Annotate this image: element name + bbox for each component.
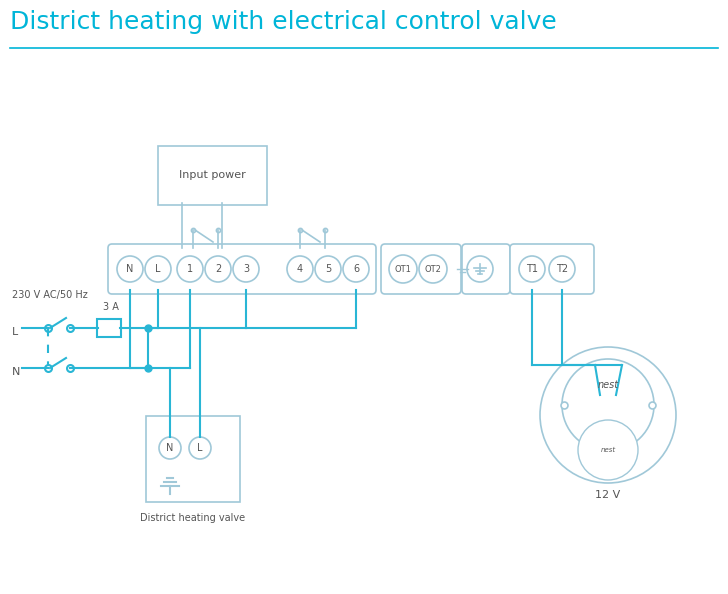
FancyBboxPatch shape bbox=[510, 244, 594, 294]
Text: nest: nest bbox=[598, 380, 619, 390]
Text: 12 V: 12 V bbox=[596, 490, 621, 500]
FancyBboxPatch shape bbox=[462, 244, 510, 294]
Text: L: L bbox=[197, 443, 203, 453]
Text: OT1: OT1 bbox=[395, 264, 411, 273]
Text: 6: 6 bbox=[353, 264, 359, 274]
Circle shape bbox=[315, 256, 341, 282]
Text: OT2: OT2 bbox=[424, 264, 441, 273]
Text: 1: 1 bbox=[187, 264, 193, 274]
Circle shape bbox=[189, 437, 211, 459]
Text: N: N bbox=[12, 367, 20, 377]
Text: District heating valve: District heating valve bbox=[141, 513, 245, 523]
Text: 2: 2 bbox=[215, 264, 221, 274]
Circle shape bbox=[287, 256, 313, 282]
Circle shape bbox=[145, 256, 171, 282]
Text: 5: 5 bbox=[325, 264, 331, 274]
Text: District heating with electrical control valve: District heating with electrical control… bbox=[10, 10, 557, 34]
Text: 230 V AC/50 Hz: 230 V AC/50 Hz bbox=[12, 290, 88, 300]
Text: 3: 3 bbox=[243, 264, 249, 274]
FancyBboxPatch shape bbox=[108, 244, 376, 294]
FancyBboxPatch shape bbox=[97, 319, 121, 337]
Text: Input power: Input power bbox=[179, 170, 246, 181]
FancyBboxPatch shape bbox=[381, 244, 461, 294]
FancyBboxPatch shape bbox=[158, 146, 267, 205]
Circle shape bbox=[159, 437, 181, 459]
Circle shape bbox=[233, 256, 259, 282]
Text: T1: T1 bbox=[526, 264, 538, 274]
Circle shape bbox=[205, 256, 231, 282]
Circle shape bbox=[117, 256, 143, 282]
FancyBboxPatch shape bbox=[146, 416, 240, 502]
Circle shape bbox=[177, 256, 203, 282]
Text: L: L bbox=[12, 327, 18, 337]
Text: nest: nest bbox=[601, 447, 616, 453]
Text: N: N bbox=[127, 264, 134, 274]
Circle shape bbox=[549, 256, 575, 282]
Text: N: N bbox=[166, 443, 174, 453]
Circle shape bbox=[578, 420, 638, 480]
Circle shape bbox=[562, 359, 654, 451]
Circle shape bbox=[419, 255, 447, 283]
Text: 3 A: 3 A bbox=[103, 302, 119, 312]
Circle shape bbox=[540, 347, 676, 483]
Circle shape bbox=[519, 256, 545, 282]
Text: 4: 4 bbox=[297, 264, 303, 274]
Text: L: L bbox=[155, 264, 161, 274]
Circle shape bbox=[389, 255, 417, 283]
Text: T2: T2 bbox=[556, 264, 568, 274]
Circle shape bbox=[343, 256, 369, 282]
Circle shape bbox=[467, 256, 493, 282]
